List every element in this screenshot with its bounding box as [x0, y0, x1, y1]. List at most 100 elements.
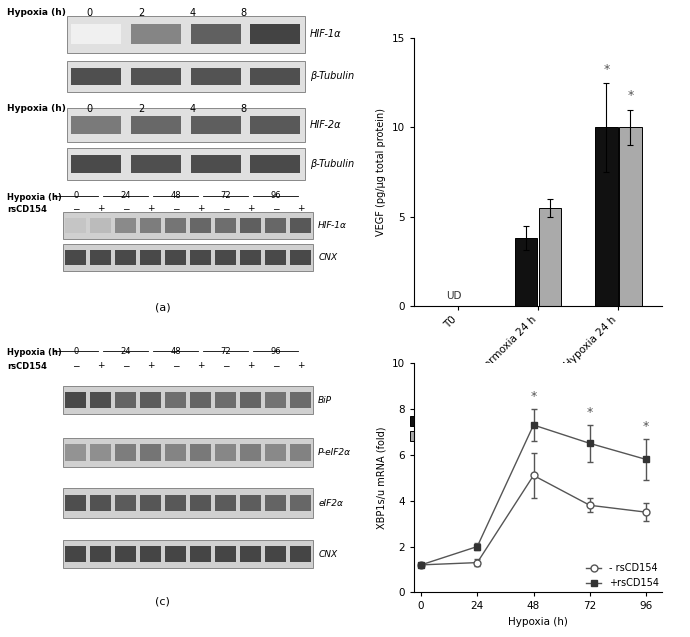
Text: −: − — [272, 204, 279, 213]
Text: P-eIF2α: P-eIF2α — [318, 448, 351, 457]
Text: Hypoxia (h): Hypoxia (h) — [7, 348, 61, 357]
Text: 96: 96 — [270, 191, 281, 200]
Text: +: + — [297, 204, 304, 213]
Bar — [90, 445, 111, 461]
Text: 8: 8 — [241, 8, 247, 18]
Text: *: * — [643, 420, 649, 433]
Text: −: − — [122, 204, 130, 213]
Text: 48: 48 — [170, 191, 181, 200]
Text: −: − — [222, 361, 230, 370]
Text: *: * — [531, 390, 537, 403]
Bar — [63, 386, 313, 414]
Bar — [90, 392, 111, 408]
Bar — [250, 68, 300, 85]
Bar — [90, 495, 111, 511]
Text: 72: 72 — [220, 347, 231, 356]
Bar — [250, 116, 300, 134]
Bar — [115, 218, 136, 233]
Bar — [240, 495, 262, 511]
Text: HIF-1α: HIF-1α — [310, 29, 342, 39]
Bar — [165, 392, 186, 408]
Bar — [165, 495, 186, 511]
Text: *: * — [627, 89, 633, 103]
Bar — [115, 445, 136, 461]
Text: −: − — [172, 204, 179, 213]
Bar — [90, 218, 111, 233]
Text: 48: 48 — [170, 347, 181, 356]
Text: HIF-2α: HIF-2α — [310, 120, 342, 130]
Bar — [265, 392, 286, 408]
Text: 0: 0 — [73, 347, 79, 356]
Text: *: * — [603, 62, 609, 76]
Bar — [265, 250, 286, 264]
Bar — [65, 392, 86, 408]
Bar — [290, 250, 311, 264]
Bar — [240, 218, 262, 233]
Text: −: − — [72, 204, 79, 213]
Text: 4: 4 — [189, 103, 195, 113]
Bar — [131, 116, 181, 134]
Bar — [140, 445, 161, 461]
Text: +: + — [197, 361, 204, 370]
Bar — [115, 495, 136, 511]
Bar — [65, 547, 86, 562]
Text: BiP: BiP — [318, 396, 332, 404]
Bar — [539, 208, 562, 306]
Bar — [265, 547, 286, 562]
Bar — [165, 445, 186, 461]
Text: +: + — [97, 204, 104, 213]
Text: HIF-1α: HIF-1α — [318, 221, 347, 230]
Bar — [190, 155, 241, 173]
Bar — [290, 495, 311, 511]
Legend: - rsCD154, +rsCD154: - rsCD154, +rsCD154 — [582, 559, 662, 592]
Bar — [90, 547, 111, 562]
Bar — [71, 68, 121, 85]
Bar — [140, 218, 161, 233]
Text: CNX: CNX — [318, 253, 337, 262]
Bar — [71, 155, 121, 173]
Bar — [240, 250, 262, 264]
Bar — [140, 495, 161, 511]
Bar — [90, 250, 111, 264]
Bar — [515, 238, 538, 306]
Bar — [66, 148, 305, 180]
Text: 0: 0 — [87, 103, 92, 113]
Bar — [140, 250, 161, 264]
Text: 2: 2 — [138, 103, 144, 113]
Text: +: + — [147, 361, 155, 370]
Bar — [63, 489, 313, 518]
Bar — [131, 155, 181, 173]
Bar — [140, 547, 161, 562]
Text: CNX: CNX — [318, 550, 337, 559]
Bar — [63, 211, 313, 239]
Bar — [165, 547, 186, 562]
Text: Hypoxia (h): Hypoxia (h) — [7, 192, 61, 202]
Text: (c): (c) — [155, 596, 170, 606]
Text: UD: UD — [446, 291, 462, 301]
Bar — [131, 68, 181, 85]
Text: −: − — [72, 361, 79, 370]
Bar — [240, 445, 262, 461]
Text: 96: 96 — [270, 347, 281, 356]
Bar — [71, 24, 121, 45]
Bar — [63, 540, 313, 568]
Bar — [290, 547, 311, 562]
Text: 0: 0 — [87, 8, 92, 18]
Bar — [65, 445, 86, 461]
Bar — [190, 495, 211, 511]
Bar — [190, 218, 211, 233]
Text: Hypoxia (h): Hypoxia (h) — [7, 8, 66, 17]
Bar — [250, 155, 300, 173]
Bar — [63, 438, 313, 468]
Text: eIF2α: eIF2α — [318, 499, 343, 508]
Bar — [190, 250, 211, 264]
Text: (b): (b) — [531, 453, 546, 463]
Text: 24: 24 — [121, 191, 131, 200]
Bar — [165, 250, 186, 264]
Text: +: + — [297, 361, 304, 370]
Text: rsCD154: rsCD154 — [7, 205, 47, 215]
Bar — [190, 24, 241, 45]
Bar — [65, 250, 86, 264]
Bar — [215, 218, 236, 233]
Text: −: − — [272, 361, 279, 370]
